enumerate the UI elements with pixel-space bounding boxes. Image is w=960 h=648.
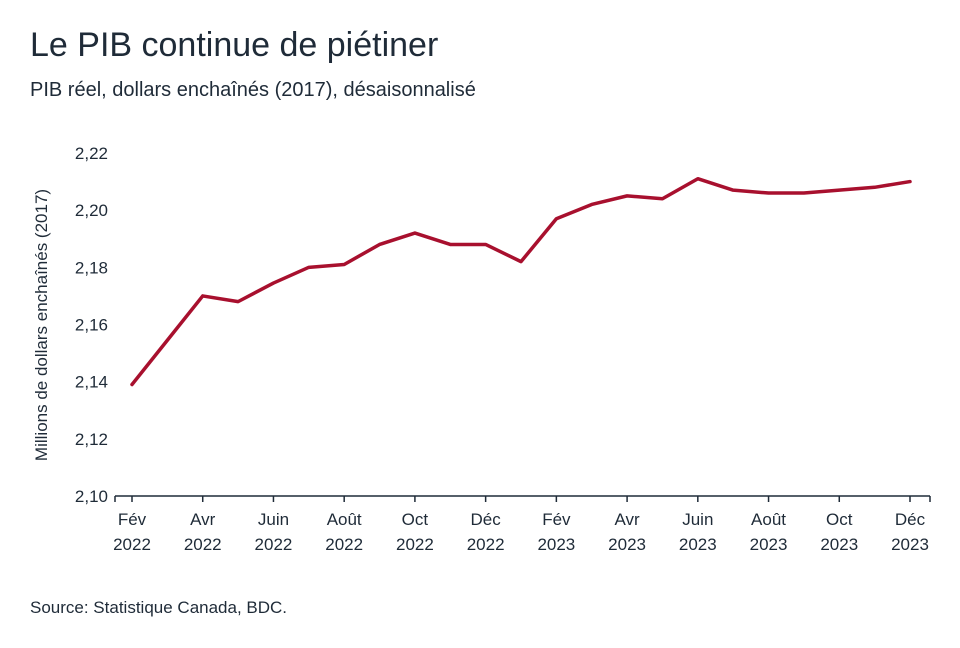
y-tick-label: 2,20: [75, 201, 108, 220]
x-tick-label: Avr: [190, 510, 216, 529]
x-tick-label: 2022: [396, 535, 434, 554]
x-tick-label: Fév: [118, 510, 147, 529]
y-tick-label: 2,16: [75, 316, 108, 335]
x-tick-label: 2023: [679, 535, 717, 554]
x-tick-label: 2022: [255, 535, 293, 554]
x-tick-label: 2023: [608, 535, 646, 554]
x-tick-label: 2022: [467, 535, 505, 554]
x-tick-label: 2022: [184, 535, 222, 554]
x-tick-label: 2022: [325, 535, 363, 554]
y-tick-label: 2,10: [75, 487, 108, 506]
x-tick-label: Déc: [895, 510, 926, 529]
chart-title: Le PIB continue de piétiner: [30, 26, 438, 64]
x-tick-label: Août: [751, 510, 786, 529]
x-tick-label: Fév: [542, 510, 571, 529]
chart-subtitle: PIB réel, dollars enchaînés (2017), désa…: [30, 79, 476, 101]
y-tick-label: 2,18: [75, 258, 108, 277]
y-tick-label: 2,22: [75, 144, 108, 163]
x-tick-label: Juin: [258, 510, 289, 529]
x-tick-label: 2023: [820, 535, 858, 554]
x-tick-label: Avr: [614, 510, 640, 529]
source-note: Source: Statistique Canada, BDC.: [30, 598, 287, 617]
x-tick-label: Oct: [826, 510, 853, 529]
x-tick-label: Oct: [402, 510, 429, 529]
x-tick-label: Déc: [471, 510, 502, 529]
x-tick-label: Août: [327, 510, 362, 529]
x-tick-label: 2023: [537, 535, 575, 554]
y-tick-label: 2,14: [75, 373, 108, 392]
x-tick-label: Juin: [682, 510, 713, 529]
data-line: [130, 176, 912, 387]
x-tick-label: 2022: [113, 535, 151, 554]
x-tick-label: 2023: [891, 535, 929, 554]
y-axis-title: Millions de dollars enchaînés (2017): [32, 189, 51, 461]
y-tick-label: 2,12: [75, 430, 108, 449]
x-tick-label: 2023: [750, 535, 788, 554]
